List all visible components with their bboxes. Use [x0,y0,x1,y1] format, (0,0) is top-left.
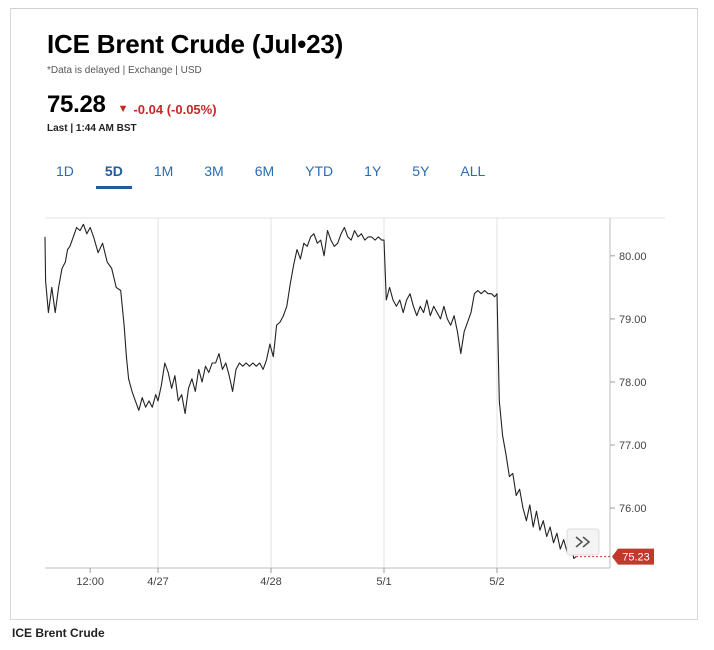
last-updated: Last | 1:44 AM BST [47,123,137,134]
tab-1m[interactable]: 1M [153,163,174,179]
x-tick-label: 5/2 [489,576,504,588]
y-tick-label: 78.00 [619,377,647,389]
tab-1y[interactable]: 1Y [364,163,382,179]
tab-all[interactable]: ALL [460,163,486,179]
y-tick-label: 76.00 [619,503,647,515]
tab-ytd[interactable]: YTD [305,163,334,179]
price-change-value: -0.04 (-0.05%) [133,101,217,117]
scroll-latest-button[interactable] [566,528,600,556]
tab-5d[interactable]: 5D [95,163,132,189]
y-tick-label: 77.00 [619,440,647,452]
y-tick-label: 79.00 [619,314,647,326]
x-tick-label: 12:00 [76,576,104,588]
y-tick-label: 80.00 [619,251,647,263]
x-tick-label: 4/28 [260,576,281,588]
x-tick-label: 5/1 [376,576,391,588]
tab-3m[interactable]: 3M [204,163,224,179]
x-tick-label: 4/27 [147,576,168,588]
price-change: ▼ -0.04 (-0.05%) [118,102,217,117]
quote-card: ICE Brent Crude (Jul•23) *Data is delaye… [10,8,698,620]
tab-5y[interactable]: 5Y [412,163,430,179]
current-value-label: 75.23 [622,552,650,564]
series-line [44,223,577,560]
current-value-badge [612,548,654,565]
triangle-down-icon: ▼ [117,103,129,115]
tab-6m[interactable]: 6M [254,163,275,179]
price-row: 75.28 ▼ -0.04 (-0.05%) [47,91,217,119]
tab-1d[interactable]: 1D [56,163,74,179]
range-tabs: 1D 5D 1M 3M 6M YTD 1Y 5Y ALL [47,163,507,189]
footer-label: ICE Brent Crude [12,626,105,640]
double-chevron-right-icon [575,536,591,548]
instrument-title: ICE Brent Crude (Jul•23) [47,29,344,59]
price-chart: 76.00 77.00 78.00 79.00 80.00 12:00 4/27 4/28 5/… [44,217,665,588]
last-price: 75.28 [47,91,106,118]
data-delay-note: *Data is delayed | Exchange | USD [47,65,202,76]
